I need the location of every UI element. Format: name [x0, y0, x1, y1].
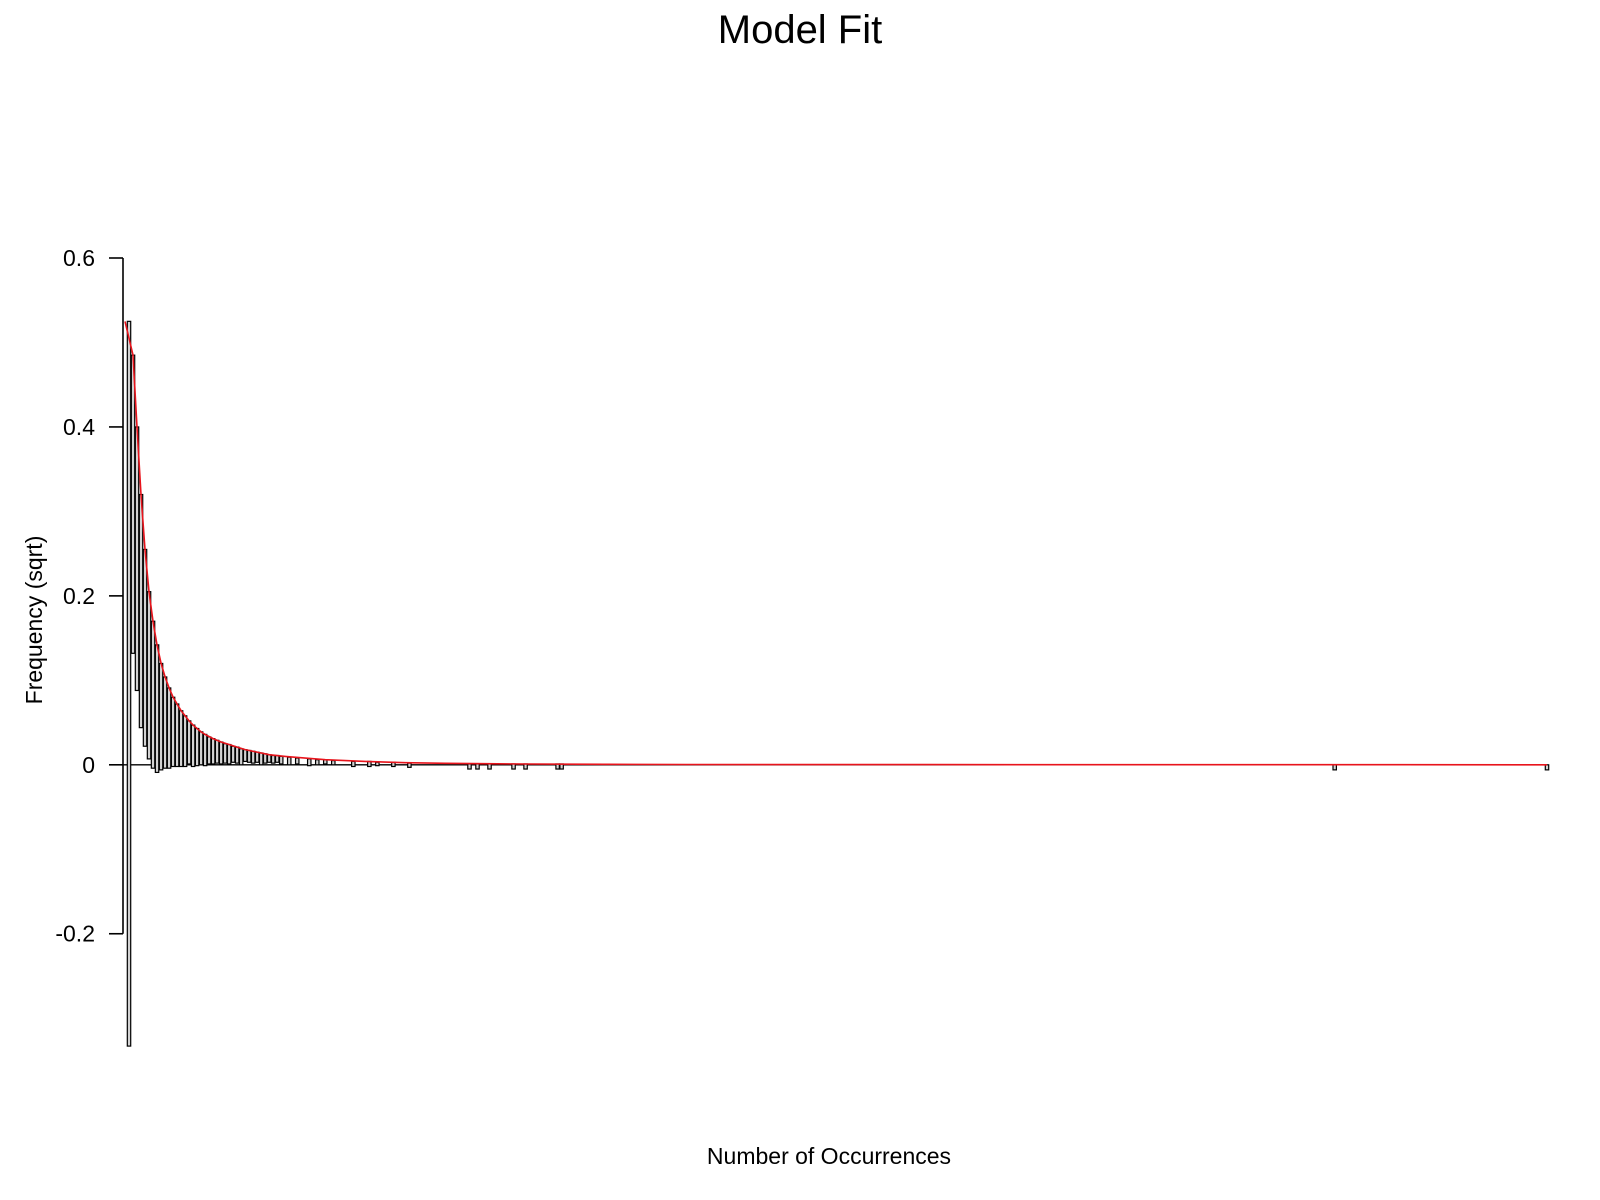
- bar: [210, 738, 216, 765]
- bar: [202, 733, 208, 767]
- bar: [274, 754, 280, 763]
- y-tick-label: -0.2: [55, 921, 95, 947]
- bar: [226, 743, 232, 765]
- bar: [138, 493, 144, 729]
- bar: [230, 745, 236, 763]
- bar: [174, 703, 180, 768]
- bar: [150, 620, 156, 769]
- bar: [154, 644, 160, 774]
- bar: [126, 320, 132, 1047]
- bar: [246, 749, 252, 763]
- bar: [286, 756, 292, 766]
- bar: [306, 758, 312, 767]
- bar: [130, 354, 136, 654]
- bar: [190, 724, 196, 768]
- bar: [407, 762, 412, 768]
- y-tick-label: 0.4: [63, 414, 95, 440]
- bar: [158, 662, 164, 771]
- bar: [182, 715, 188, 768]
- bar: [475, 763, 480, 770]
- bar: [258, 752, 264, 766]
- bar: [218, 741, 224, 765]
- bars: [126, 320, 1550, 1047]
- bar: [166, 687, 172, 769]
- y-tick-label: 0.6: [63, 245, 95, 271]
- bar: [1544, 764, 1550, 771]
- y-axis: -0.2 0 0.2 0.4 0.6: [55, 245, 124, 947]
- bar: [198, 731, 204, 766]
- bar: [467, 763, 472, 770]
- bar: [194, 727, 200, 767]
- y-tick-label: 0: [82, 752, 95, 778]
- bar: [142, 548, 148, 747]
- bar: [178, 710, 184, 768]
- y-tick-label: 0.2: [63, 583, 95, 609]
- fitted-curve: [124, 321, 1548, 766]
- bar: [214, 739, 220, 764]
- bar: [254, 751, 260, 763]
- bar: [270, 754, 276, 764]
- bar: [134, 426, 140, 692]
- bar: [314, 759, 320, 766]
- bar: [170, 696, 176, 768]
- bar: [186, 720, 192, 765]
- bar: [511, 763, 516, 770]
- bar: [1332, 764, 1338, 771]
- bar: [487, 763, 492, 770]
- x-axis-label: Number of Occurrences: [707, 1143, 951, 1169]
- bar: [146, 591, 152, 760]
- bar: [351, 760, 356, 768]
- bar: [250, 750, 256, 764]
- bar: [242, 749, 248, 763]
- bar: [206, 736, 212, 765]
- bar: [266, 754, 272, 763]
- bar: [222, 743, 228, 764]
- y-axis-label: Frequency (sqrt): [21, 536, 47, 705]
- fitted-curve-line: [124, 321, 1548, 766]
- bar: [234, 746, 240, 764]
- bar: [238, 748, 244, 766]
- bar: [162, 676, 168, 769]
- bar: [262, 753, 268, 764]
- bar: [278, 755, 284, 765]
- bar: [294, 757, 300, 765]
- bar: [330, 759, 336, 766]
- bar: [375, 761, 380, 767]
- chart-title: Model Fit: [718, 8, 883, 52]
